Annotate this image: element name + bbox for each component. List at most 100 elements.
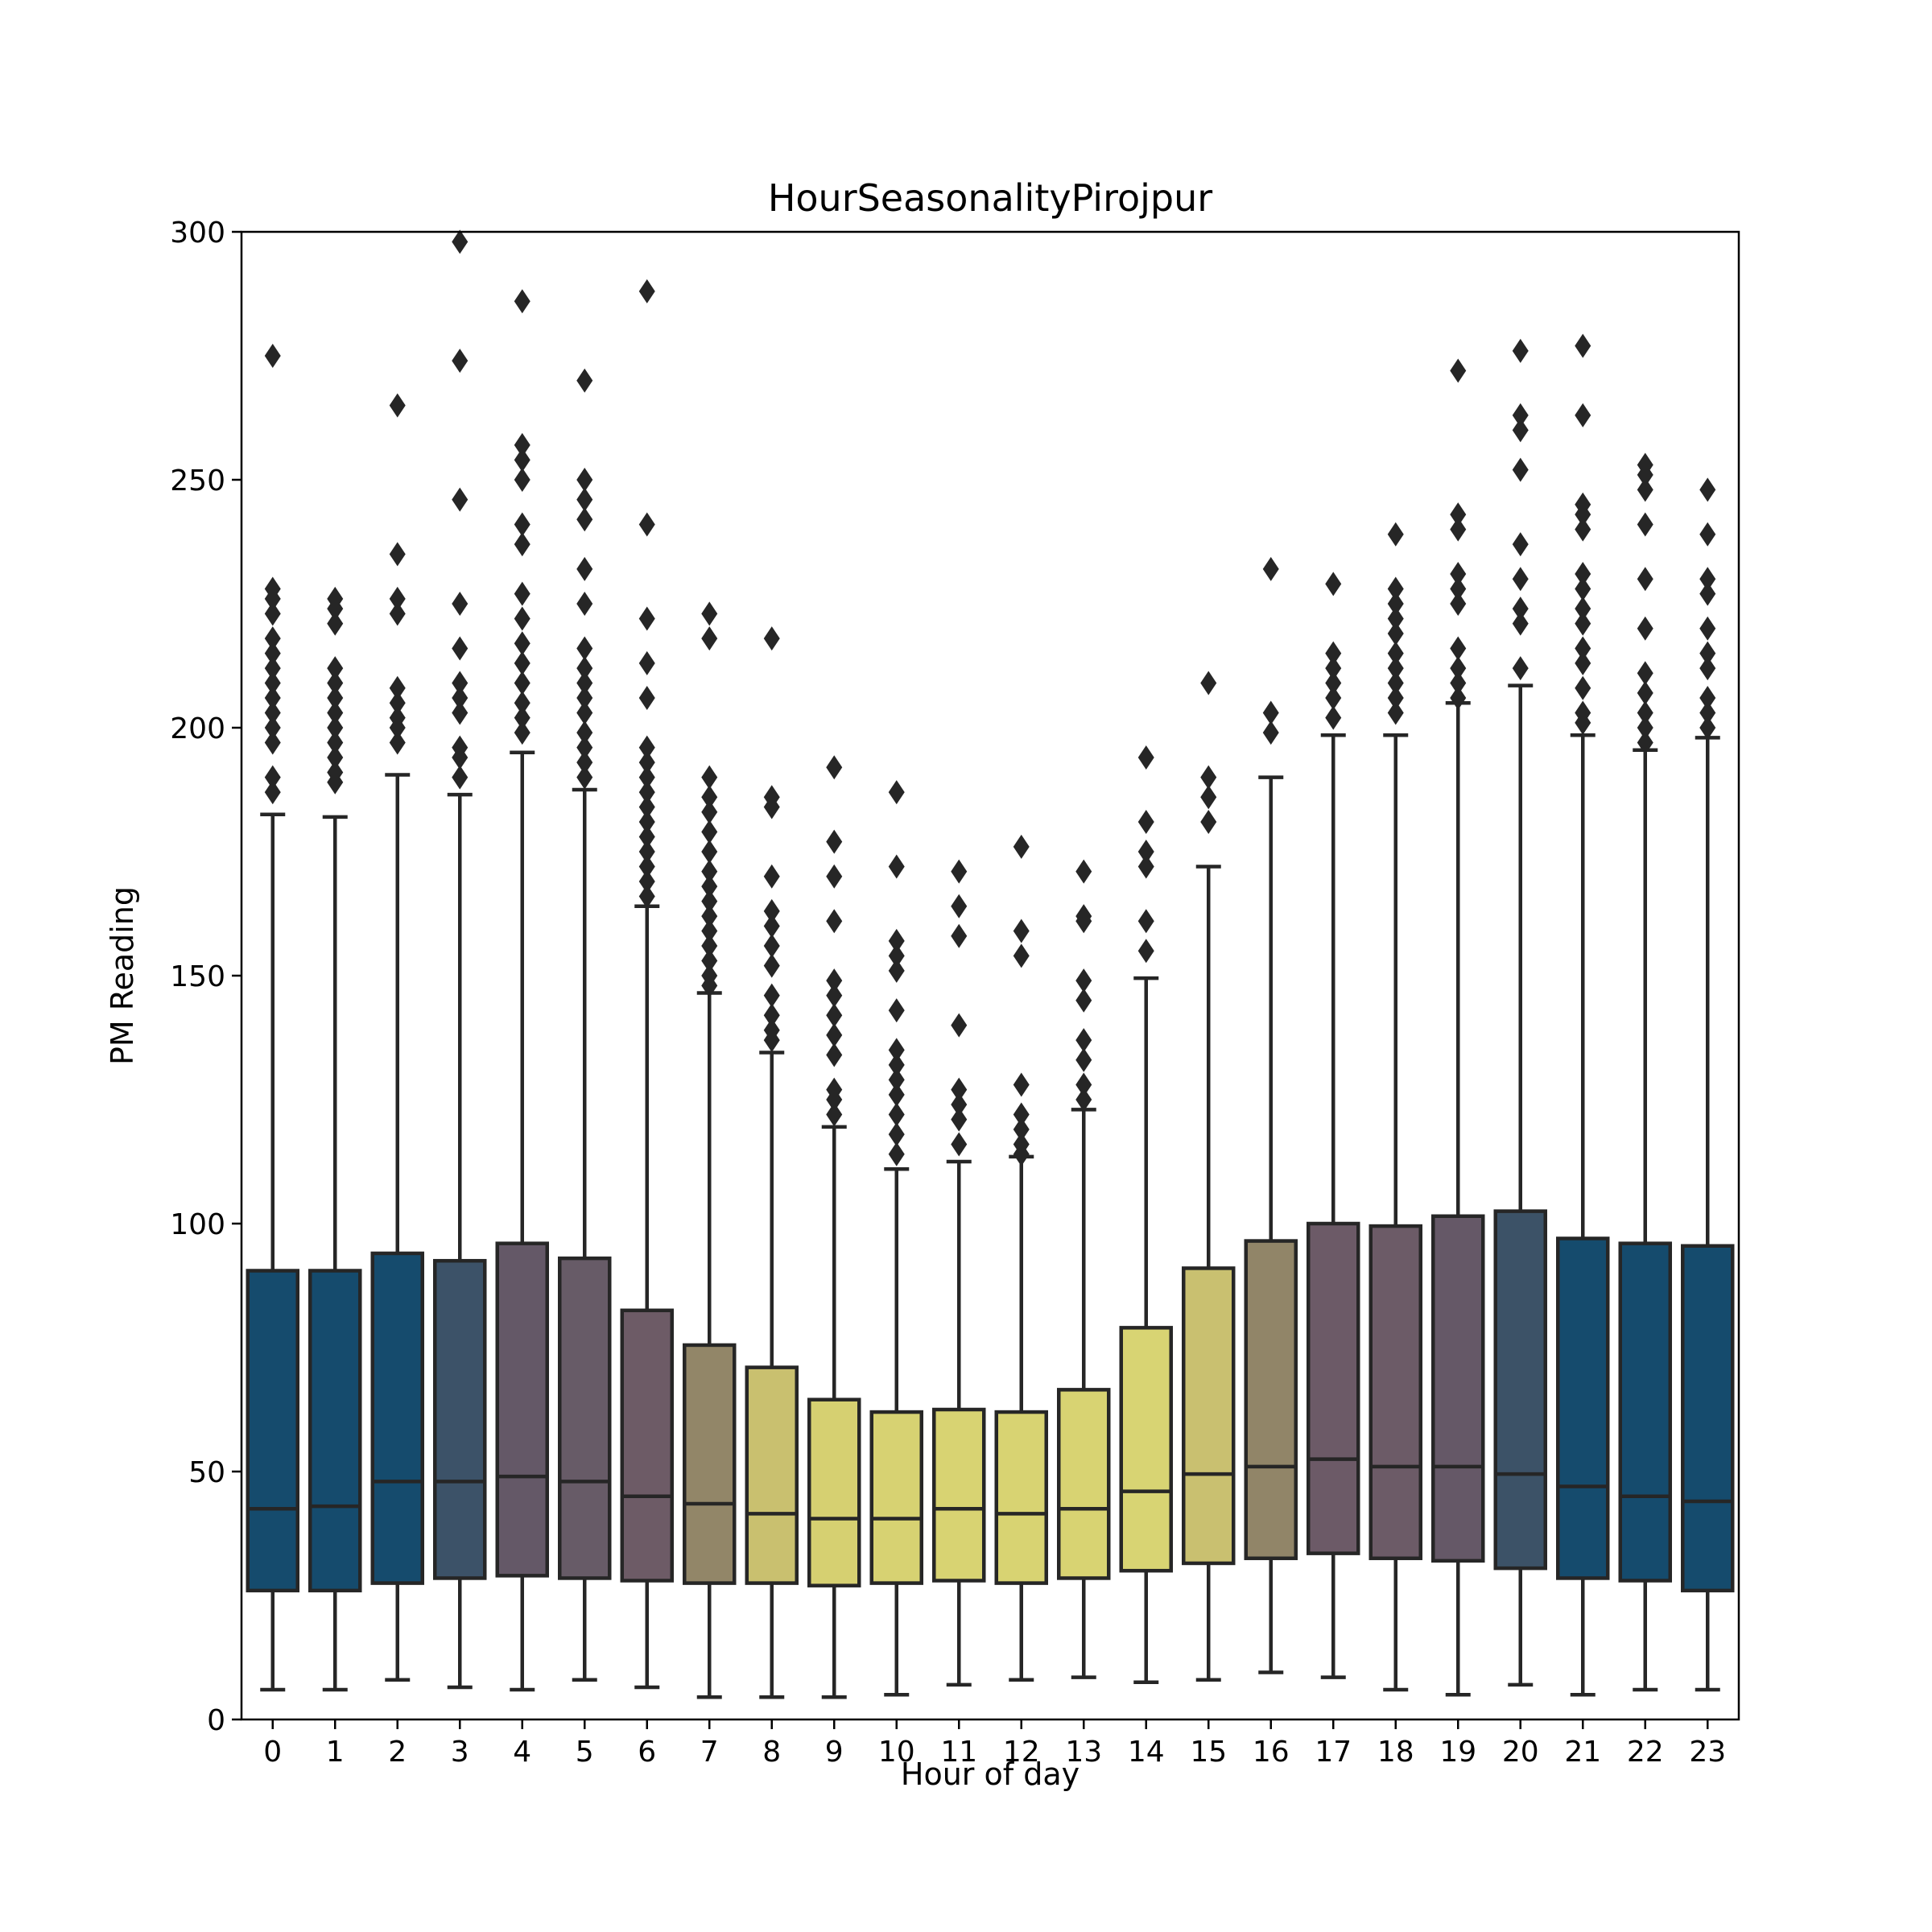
outlier-point — [763, 914, 780, 939]
outlier-point — [576, 636, 593, 661]
outlier-point — [264, 626, 281, 651]
outlier-point — [763, 626, 780, 651]
outlier-point — [1450, 358, 1467, 383]
outlier-point — [1637, 512, 1653, 537]
outlier-point — [1699, 616, 1716, 641]
outlier-point — [264, 586, 281, 611]
outlier-point — [1387, 671, 1404, 696]
outlier-point — [1575, 710, 1591, 735]
box — [246, 1269, 299, 1593]
outlier-point — [1450, 517, 1467, 542]
box-group-hour-9 — [807, 755, 861, 1699]
outlier-point — [1575, 562, 1591, 587]
x-tick-label: 11 — [940, 1736, 977, 1769]
outlier-point — [1075, 1072, 1092, 1097]
outlier-point — [514, 631, 530, 656]
y-tick-label: 300 — [170, 217, 225, 250]
y-axis-label: PM Reading — [105, 886, 140, 1065]
outlier-point — [1075, 859, 1092, 884]
outlier-point — [264, 730, 281, 755]
box-group-hour-8 — [745, 626, 799, 1699]
outlier-point — [1699, 567, 1716, 592]
outlier-point — [951, 923, 968, 948]
box — [1244, 1239, 1298, 1561]
outlier-point — [1575, 502, 1591, 527]
box — [932, 1407, 986, 1583]
outlier-point — [638, 780, 655, 805]
box — [1057, 1388, 1111, 1580]
outlier-point — [327, 671, 344, 696]
box-group-hour-6 — [620, 279, 674, 1690]
outlier-point — [514, 705, 530, 730]
outlier-point — [888, 958, 905, 983]
outlier-point — [576, 765, 593, 790]
x-axis: 0 1 2 3 4 5 6 7 8 9 10 11 12 13 14 15 16 17 18 19 20 21 22 23 — [263, 1719, 1726, 1769]
x-tick-label: 9 — [825, 1736, 844, 1769]
outlier-point — [264, 344, 281, 368]
box-group-hour-22 — [1618, 452, 1672, 1692]
box — [745, 1365, 799, 1585]
outlier-point — [1013, 1102, 1030, 1127]
outlier-point — [327, 730, 344, 755]
outlier-point — [1387, 656, 1404, 681]
outlier-point — [1013, 834, 1030, 859]
outlier-point — [826, 829, 843, 854]
box — [370, 1251, 424, 1585]
x-tick-label: 5 — [576, 1736, 594, 1769]
outlier-point — [1512, 611, 1529, 636]
outlier-point — [1637, 462, 1653, 487]
outlier-point — [514, 581, 530, 606]
outlier-point — [1699, 581, 1716, 606]
outlier-point — [888, 1052, 905, 1077]
box — [1681, 1244, 1735, 1593]
outlier-point — [951, 1092, 968, 1117]
outlier-point — [1387, 686, 1404, 711]
outlier-point — [452, 765, 469, 790]
outlier-point — [1637, 716, 1653, 740]
outlier-point — [264, 780, 281, 805]
box-group-hour-5 — [558, 368, 612, 1682]
outlier-point — [1075, 1028, 1092, 1053]
outlier-point — [452, 636, 469, 661]
x-tick-label: 7 — [700, 1736, 719, 1769]
box — [433, 1258, 487, 1580]
box-group-hour-16 — [1244, 556, 1298, 1674]
outlier-point — [638, 735, 655, 760]
outlier-point — [888, 1122, 905, 1147]
outlier-point — [888, 943, 905, 968]
box — [1556, 1236, 1610, 1580]
outlier-point — [1137, 745, 1154, 770]
outlier-point — [389, 691, 406, 716]
box-group-hour-0 — [246, 344, 299, 1692]
x-tick-label: 0 — [263, 1736, 282, 1769]
outlier-point — [1325, 656, 1342, 681]
box-group-hour-13 — [1057, 859, 1111, 1679]
x-tick-label: 15 — [1190, 1736, 1227, 1769]
x-tick-label: 4 — [513, 1736, 531, 1769]
outlier-point — [514, 448, 530, 473]
outlier-point — [1575, 636, 1591, 661]
outlier-point — [514, 720, 530, 745]
outlier-point — [264, 716, 281, 740]
outlier-point — [1575, 333, 1591, 358]
box-group-hour-2 — [370, 393, 424, 1682]
outlier-point — [638, 606, 655, 631]
box — [1307, 1221, 1360, 1555]
outlier-point — [264, 671, 281, 696]
outlier-point — [1637, 730, 1653, 755]
outlier-point — [576, 487, 593, 512]
outlier-point — [1699, 700, 1716, 725]
box-group-hour-17 — [1307, 572, 1360, 1679]
outlier-point — [763, 795, 780, 819]
outlier-point — [576, 468, 593, 492]
outlier-point — [1575, 611, 1591, 636]
outlier-point — [826, 909, 843, 934]
x-tick-label: 14 — [1128, 1736, 1165, 1769]
outlier-point — [1699, 641, 1716, 666]
x-tick-label: 21 — [1564, 1736, 1601, 1769]
outlier-point — [1450, 592, 1467, 616]
outlier-point — [701, 765, 718, 790]
outlier-point — [576, 735, 593, 760]
outlier-point — [763, 934, 780, 959]
